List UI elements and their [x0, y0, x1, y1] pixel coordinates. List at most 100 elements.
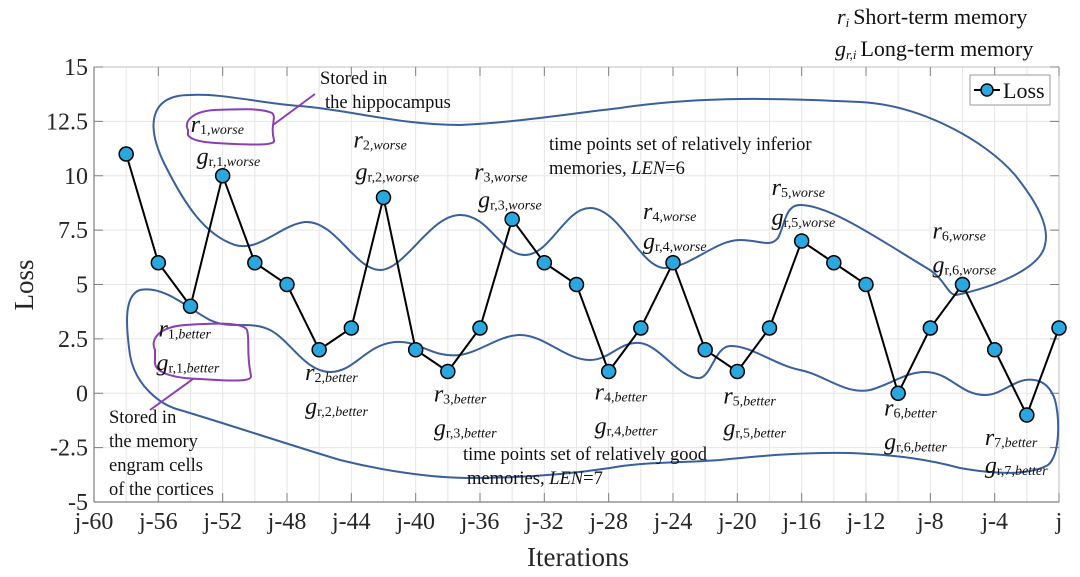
legend-label: Loss [1003, 78, 1045, 103]
g-worse-label: gr,6,worse [933, 253, 997, 279]
good-set-line-1: time points set of relatively good [463, 445, 708, 465]
memory-labels: r1,worse gr,1,worse r2,worse gr,2,worse r3,w… [157, 112, 1049, 479]
y-tick-label: 10 [64, 164, 88, 190]
cortices-note: Stored in the memory engram cells of the… [109, 408, 214, 500]
y-axis: 15 12.5 10 7.5 5 2.5 0 -2.5 -5 [46, 55, 1059, 516]
loss-point [343, 320, 360, 336]
x-tick-label: j-32 [524, 509, 564, 535]
loss-point [504, 211, 520, 227]
loss-point [118, 146, 134, 162]
cortices-callout [149, 322, 252, 411]
y-tick-label: 12.5 [46, 109, 88, 135]
x-tick-label: j-4 [980, 509, 1008, 535]
loss-point [826, 255, 842, 271]
r-better-label: r4,better [595, 380, 648, 406]
loss-point [472, 320, 488, 336]
top-notes: ri Short-term memory gr,i Long-term memory [835, 4, 1033, 62]
inferior-set-note: time points set of relatively inferior m… [549, 135, 812, 179]
g-better-label: gr,7,better [985, 453, 1048, 479]
r-better-label: r3,better [434, 382, 487, 408]
x-tick-label: j-24 [653, 509, 693, 535]
loss-point [214, 168, 231, 184]
cortices-line-1: Stored in [109, 408, 176, 428]
x-tick-label: j-36 [460, 509, 500, 535]
loss-point [311, 342, 327, 358]
loss-point [407, 342, 424, 358]
loss-point [922, 320, 939, 336]
r-worse-label: r6,worse [933, 219, 986, 245]
r-better-label: r7,better [985, 425, 1038, 451]
x-tick-label: j-60 [74, 509, 114, 535]
inferior-set-line-2: memories, LEN=6 [549, 159, 685, 179]
cortices-line-2: the memory [109, 432, 199, 452]
legend: Loss [969, 74, 1051, 106]
legend-marker [980, 83, 994, 97]
loss-point [1019, 407, 1035, 423]
loss-point [150, 255, 167, 271]
hippocampus-callout [185, 93, 316, 146]
x-tick-label: j-8 [916, 509, 944, 535]
r-worse-label: r1,worse [191, 112, 244, 138]
g-better-label: gr,2,better [305, 394, 368, 420]
hippocampus-line-1: Stored in [320, 69, 387, 89]
g-better-label: gr,6,better [884, 429, 947, 455]
loss-point [954, 276, 971, 293]
y-tick-label: 5 [76, 273, 88, 299]
loss-point [633, 320, 649, 336]
loss-point [890, 385, 906, 401]
g-better-label: gr,4,better [595, 414, 658, 440]
r-worse-label: r4,worse [643, 199, 696, 225]
x-tick-label: j-40 [395, 509, 435, 535]
loss-point [858, 276, 874, 293]
y-tick-label: -2.5 [50, 436, 88, 462]
y-tick-label: 0 [76, 381, 88, 407]
x-tick-label: j [1055, 509, 1063, 535]
x-tick-label: j-12 [846, 509, 886, 535]
inferior-set-outline [152, 93, 1047, 297]
short-term-note: ri Short-term memory [837, 4, 1027, 30]
loss-point [247, 255, 263, 271]
loss-point [729, 363, 746, 380]
x-tick-label: j-20 [717, 509, 757, 535]
loss-point [986, 342, 1003, 358]
good-set-note: time points set of relatively good memor… [463, 445, 708, 489]
long-term-note: gr,i Long-term memory [835, 36, 1033, 62]
loss-point [440, 363, 456, 380]
hippocampus-line-2: the hippocampus [325, 93, 451, 113]
g-worse-label: gr,3,worse [478, 187, 542, 213]
g-worse-label: gr,4,worse [643, 229, 707, 255]
x-tick-label: j-52 [202, 509, 242, 535]
loss-point [793, 233, 810, 249]
loss-point [536, 255, 553, 271]
loss-point [375, 189, 392, 206]
g-worse-label: gr,5,worse [772, 205, 836, 231]
y-tick-label: -5 [68, 490, 88, 516]
r-better-label: r5,better [723, 384, 776, 410]
good-set-line-2: memories, LEN=7 [467, 469, 603, 489]
x-axis-title: Iterations [527, 542, 629, 572]
loss-point [697, 342, 713, 358]
loss-point [665, 255, 681, 271]
g-worse-label: gr,1,worse [197, 144, 261, 170]
r-better-label: r2,better [305, 360, 358, 386]
g-better-label: gr,1,better [157, 350, 220, 376]
y-tick-label: 2.5 [58, 327, 88, 353]
x-tick-label: j-56 [138, 509, 178, 535]
hippocampus-note: Stored in the hippocampus [320, 69, 451, 113]
x-axis: j-60 j-56 j-52 j-48 j-44 j-40 j-36 j-32 j-28 j-24… [74, 67, 1063, 535]
loss-point [600, 363, 617, 380]
r-better-label: r1,better [159, 316, 212, 342]
cortices-line-4: of the cortices [109, 480, 214, 500]
x-tick-label: j-28 [588, 509, 628, 535]
loss-point [568, 276, 585, 293]
loss-point [1051, 320, 1067, 336]
x-tick-label: j-44 [331, 509, 371, 535]
inferior-set-line-1: time points set of relatively inferior [549, 135, 812, 155]
x-tick-label: j-16 [781, 509, 821, 535]
cortices-line-3: engram cells [109, 456, 203, 476]
loss-point [761, 320, 778, 336]
loss-point [279, 276, 295, 293]
y-tick-label: 15 [64, 55, 88, 81]
y-tick-label: 7.5 [58, 218, 88, 244]
